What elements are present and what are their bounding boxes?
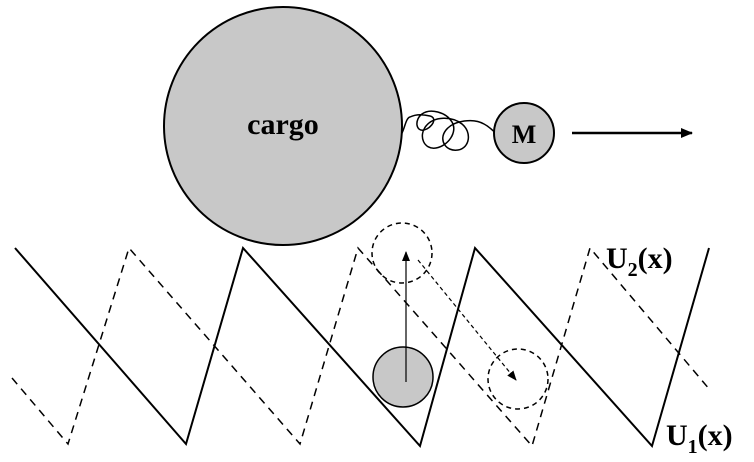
particle-in-well [372, 346, 434, 408]
tether-coil [401, 110, 499, 151]
particle-excited-state [371, 222, 433, 284]
label-u2: U2(x) [606, 242, 673, 281]
potential-u1-curve [14, 245, 710, 449]
cargo-circle [163, 6, 403, 246]
particle-relaxed-state [487, 348, 549, 410]
potential-u2-curve [11, 246, 711, 448]
cargo-label: cargo [247, 108, 319, 141]
relaxation-arrow [417, 259, 517, 381]
cargo-group: cargo [163, 6, 403, 246]
motor-group: M [493, 102, 555, 164]
motor-label: M [512, 120, 537, 149]
label-u1: U1(x) [666, 419, 733, 458]
motor-circle [493, 102, 555, 164]
